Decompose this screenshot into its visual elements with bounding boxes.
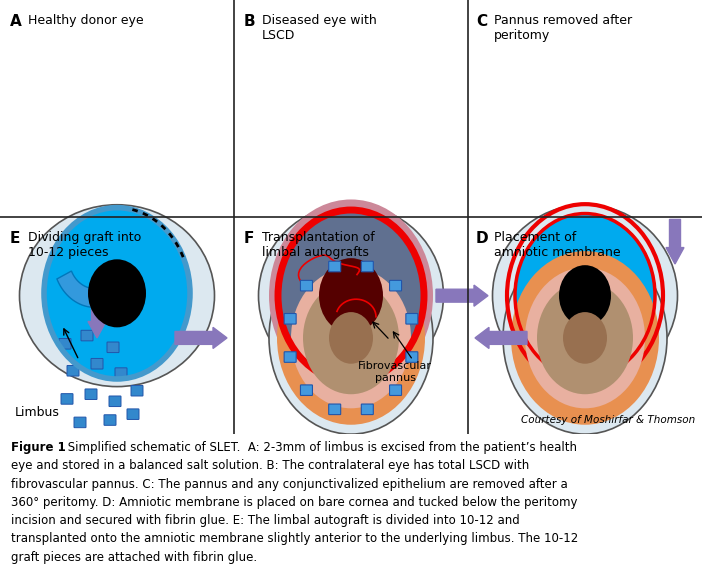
Circle shape — [269, 200, 433, 392]
FancyBboxPatch shape — [81, 330, 93, 341]
FancyBboxPatch shape — [329, 261, 340, 272]
FancyBboxPatch shape — [329, 404, 340, 415]
Circle shape — [303, 282, 399, 394]
Circle shape — [319, 258, 383, 334]
Text: eye and stored in a balanced salt solution. B: The contralateral eye has total L: eye and stored in a balanced salt soluti… — [11, 459, 529, 472]
FancyBboxPatch shape — [104, 415, 116, 426]
Circle shape — [537, 282, 633, 394]
FancyArrow shape — [475, 327, 527, 348]
FancyBboxPatch shape — [406, 313, 418, 324]
Ellipse shape — [493, 205, 677, 386]
Text: B: B — [244, 14, 256, 29]
FancyBboxPatch shape — [109, 396, 121, 407]
FancyArrow shape — [175, 327, 227, 348]
FancyBboxPatch shape — [59, 339, 71, 349]
FancyArrow shape — [666, 220, 684, 264]
FancyBboxPatch shape — [131, 385, 143, 396]
Text: F: F — [244, 231, 254, 246]
Text: 360° peritomy. D: Amniotic membrane is placed on bare cornea and tucked below th: 360° peritomy. D: Amniotic membrane is p… — [11, 496, 577, 509]
Ellipse shape — [20, 205, 215, 386]
Circle shape — [559, 265, 611, 326]
Circle shape — [525, 267, 645, 408]
Text: Figure 1: Figure 1 — [11, 441, 65, 454]
Circle shape — [269, 242, 433, 434]
Text: : Simplified schematic of SLET.  A: 2-3mm of limbus is excised from the patient’: : Simplified schematic of SLET. A: 2-3mm… — [60, 441, 577, 454]
FancyBboxPatch shape — [115, 368, 127, 378]
Circle shape — [88, 259, 146, 327]
FancyBboxPatch shape — [127, 409, 139, 419]
Circle shape — [277, 251, 425, 425]
Circle shape — [563, 312, 607, 364]
Ellipse shape — [258, 205, 444, 386]
Polygon shape — [57, 271, 133, 308]
FancyBboxPatch shape — [362, 404, 373, 415]
Text: Limbus: Limbus — [15, 406, 60, 419]
Circle shape — [511, 251, 659, 425]
Text: Fibrovascular
pannus: Fibrovascular pannus — [358, 361, 432, 383]
FancyBboxPatch shape — [85, 389, 97, 400]
Text: fibrovascular pannus. C: The pannus and any conjunctivalized epithelium are remo: fibrovascular pannus. C: The pannus and … — [11, 477, 567, 490]
Text: Transplantation of
limbal autografts: Transplantation of limbal autografts — [262, 231, 375, 259]
FancyBboxPatch shape — [406, 352, 418, 362]
FancyBboxPatch shape — [300, 385, 312, 396]
FancyBboxPatch shape — [390, 281, 402, 291]
FancyBboxPatch shape — [107, 342, 119, 352]
Text: Dividing graft into
10-12 pieces: Dividing graft into 10-12 pieces — [28, 231, 141, 259]
Text: E: E — [10, 231, 20, 246]
Text: Diseased eye with
LSCD: Diseased eye with LSCD — [262, 14, 377, 42]
Circle shape — [329, 312, 373, 364]
Circle shape — [503, 242, 667, 434]
FancyBboxPatch shape — [284, 313, 296, 324]
Text: Courtesy of Moshirfar & Thomson: Courtesy of Moshirfar & Thomson — [521, 415, 695, 425]
FancyBboxPatch shape — [67, 366, 79, 376]
Text: D: D — [476, 231, 489, 246]
FancyBboxPatch shape — [300, 281, 312, 291]
Text: incision and secured with fibrin glue. E: The limbal autograft is divided into 1: incision and secured with fibrin glue. E… — [11, 514, 519, 527]
FancyArrow shape — [436, 285, 488, 306]
Text: graft pieces are attached with fibrin glue.: graft pieces are attached with fibrin gl… — [11, 550, 257, 564]
FancyBboxPatch shape — [390, 385, 402, 396]
Circle shape — [278, 210, 424, 381]
Text: A: A — [10, 14, 22, 29]
FancyBboxPatch shape — [362, 261, 373, 272]
Circle shape — [515, 213, 655, 378]
FancyBboxPatch shape — [74, 417, 86, 428]
Text: Pannus removed after
peritomy: Pannus removed after peritomy — [494, 14, 632, 42]
Text: transplanted onto the amniotic membrane slightly anterior to the underlying limb: transplanted onto the amniotic membrane … — [11, 532, 578, 545]
Circle shape — [291, 267, 411, 408]
FancyBboxPatch shape — [284, 352, 296, 362]
Text: Healthy donor eye: Healthy donor eye — [28, 14, 144, 27]
Text: Placement of
amniotic membrane: Placement of amniotic membrane — [494, 231, 621, 259]
Text: C: C — [476, 14, 487, 29]
Circle shape — [44, 208, 190, 379]
FancyArrow shape — [88, 293, 106, 338]
FancyBboxPatch shape — [61, 394, 73, 404]
FancyBboxPatch shape — [91, 358, 103, 369]
